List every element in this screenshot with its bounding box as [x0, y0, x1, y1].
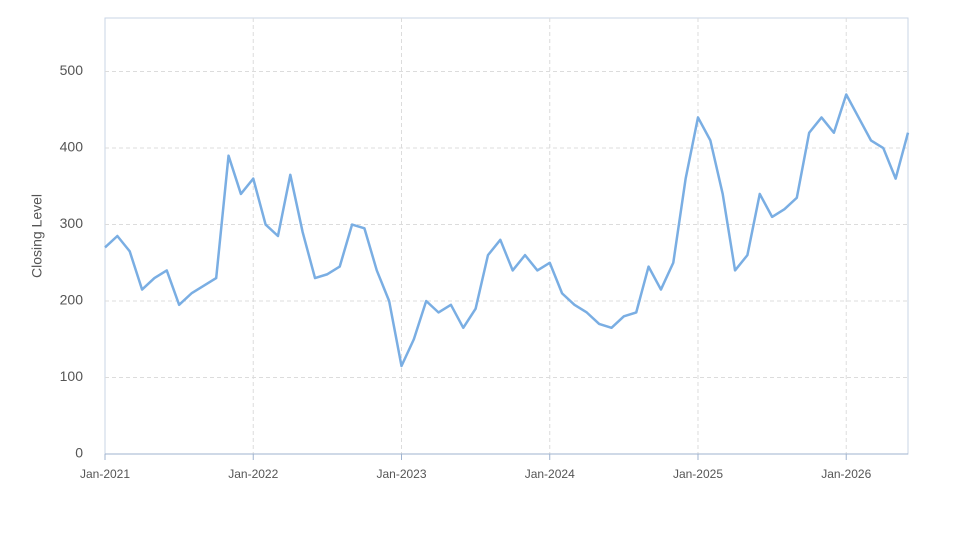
y-tick-label: 500 [60, 62, 84, 78]
y-tick-label: 400 [60, 139, 84, 155]
x-tick-label: Jan-2025 [673, 467, 723, 481]
x-tick-label: Jan-2024 [525, 467, 575, 481]
y-axis-label: Closing Level [29, 194, 45, 278]
y-tick-label: 100 [60, 368, 84, 384]
plot-frame [104, 17, 909, 455]
x-tick-label: Jan-2021 [80, 467, 130, 481]
y-tick-label: 300 [60, 215, 84, 231]
x-tick-label: Jan-2023 [376, 467, 426, 481]
x-tick-label: Jan-2022 [228, 467, 278, 481]
y-tick-label: 0 [75, 445, 83, 461]
line [104, 93, 910, 368]
y-tick-label: 200 [60, 292, 84, 308]
x-tick-label: Jan-2026 [821, 467, 871, 481]
